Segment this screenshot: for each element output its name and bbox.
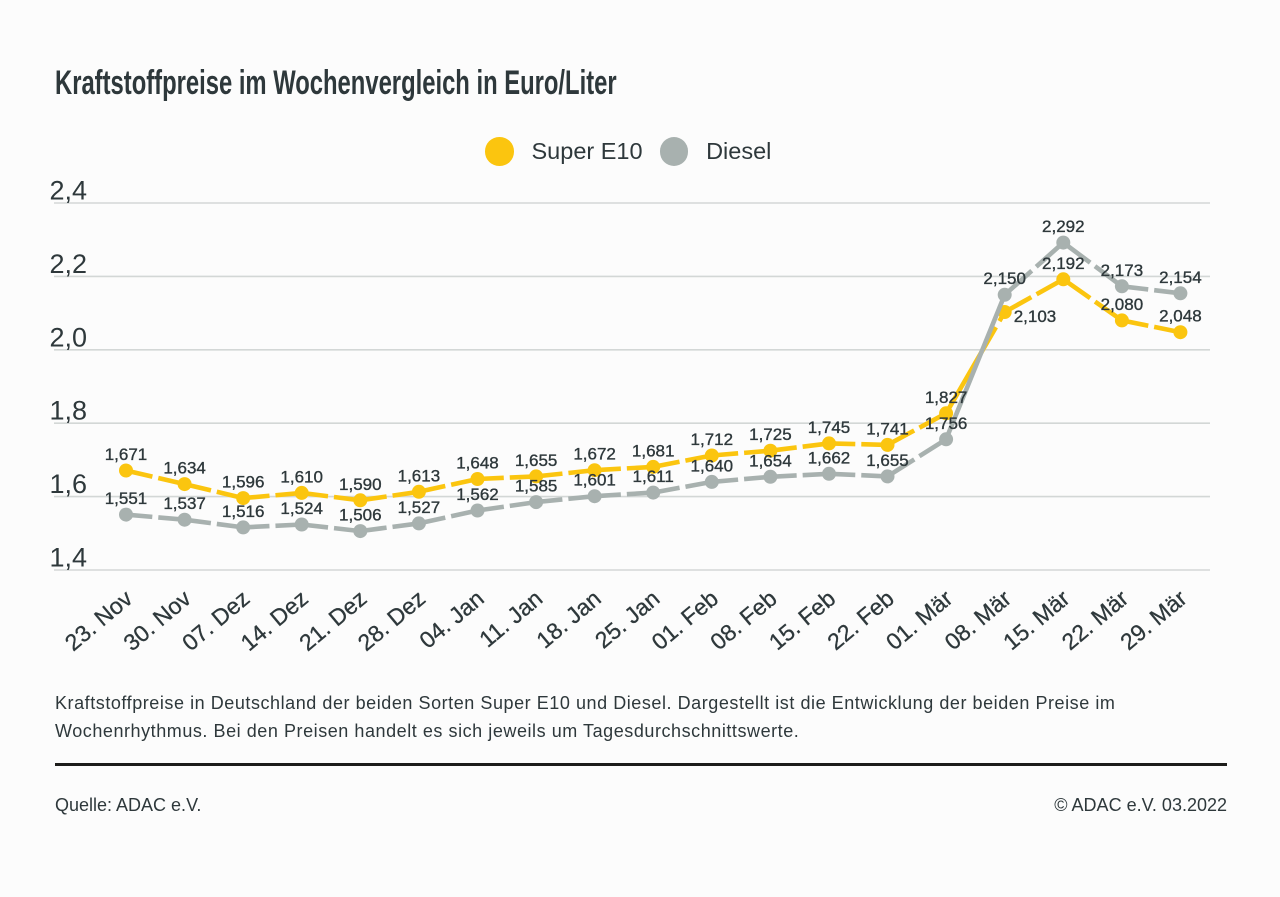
svg-text:1,551: 1,551 [105, 489, 148, 508]
svg-text:2,173: 2,173 [1101, 261, 1144, 280]
svg-text:1,648: 1,648 [456, 454, 499, 473]
svg-text:1,634: 1,634 [163, 459, 206, 478]
svg-text:2,4: 2,4 [50, 176, 88, 206]
svg-text:1,527: 1,527 [398, 498, 441, 517]
svg-text:2,150: 2,150 [983, 269, 1026, 288]
svg-text:1,613: 1,613 [398, 466, 441, 485]
svg-text:1,827: 1,827 [925, 388, 968, 407]
svg-text:2,192: 2,192 [1042, 254, 1085, 273]
svg-text:04. Jan: 04. Jan [414, 585, 489, 653]
svg-text:1,681: 1,681 [632, 441, 675, 460]
svg-text:2,292: 2,292 [1042, 217, 1085, 236]
svg-text:01. Feb: 01. Feb [647, 585, 723, 655]
svg-text:2,2: 2,2 [50, 249, 88, 279]
svg-text:1,516: 1,516 [222, 502, 265, 521]
svg-text:11. Jan: 11. Jan [474, 585, 547, 652]
svg-text:1,745: 1,745 [808, 418, 851, 437]
svg-text:28. Dez: 28. Dez [353, 585, 430, 656]
svg-text:1,8: 1,8 [50, 396, 88, 426]
svg-text:29. Mär: 29. Mär [1115, 585, 1192, 655]
svg-text:1,6: 1,6 [50, 469, 88, 499]
svg-text:1,590: 1,590 [339, 475, 382, 494]
svg-text:1,537: 1,537 [163, 494, 206, 513]
svg-text:1,662: 1,662 [808, 448, 851, 467]
svg-text:2,048: 2,048 [1159, 307, 1202, 326]
svg-text:22. Feb: 22. Feb [822, 585, 898, 655]
svg-text:1,671: 1,671 [105, 445, 148, 464]
svg-text:1,654: 1,654 [749, 451, 792, 470]
svg-text:1,611: 1,611 [633, 467, 674, 486]
svg-text:2,0: 2,0 [50, 322, 88, 352]
svg-text:1,725: 1,725 [749, 425, 792, 444]
svg-text:2,103: 2,103 [1014, 307, 1057, 326]
svg-text:15. Feb: 15. Feb [764, 585, 840, 655]
svg-text:1,610: 1,610 [280, 467, 323, 486]
svg-text:1,562: 1,562 [456, 485, 499, 504]
svg-text:1,506: 1,506 [339, 506, 382, 525]
svg-text:2,080: 2,080 [1101, 295, 1144, 314]
svg-text:1,655: 1,655 [515, 451, 558, 470]
svg-text:1,712: 1,712 [691, 430, 734, 449]
svg-text:1,640: 1,640 [691, 456, 734, 475]
svg-text:1,585: 1,585 [515, 477, 558, 496]
svg-text:1,741: 1,741 [866, 419, 909, 438]
svg-text:1,524: 1,524 [280, 499, 323, 518]
svg-text:1,655: 1,655 [866, 451, 909, 470]
svg-text:08. Feb: 08. Feb [705, 585, 781, 655]
svg-text:18. Jan: 18. Jan [531, 585, 606, 653]
svg-text:1,4: 1,4 [50, 543, 88, 573]
svg-text:1,601: 1,601 [573, 471, 616, 490]
svg-text:2,154: 2,154 [1159, 268, 1202, 287]
svg-text:1,756: 1,756 [925, 414, 968, 433]
svg-text:1,596: 1,596 [222, 473, 265, 492]
svg-text:1,672: 1,672 [573, 445, 616, 464]
